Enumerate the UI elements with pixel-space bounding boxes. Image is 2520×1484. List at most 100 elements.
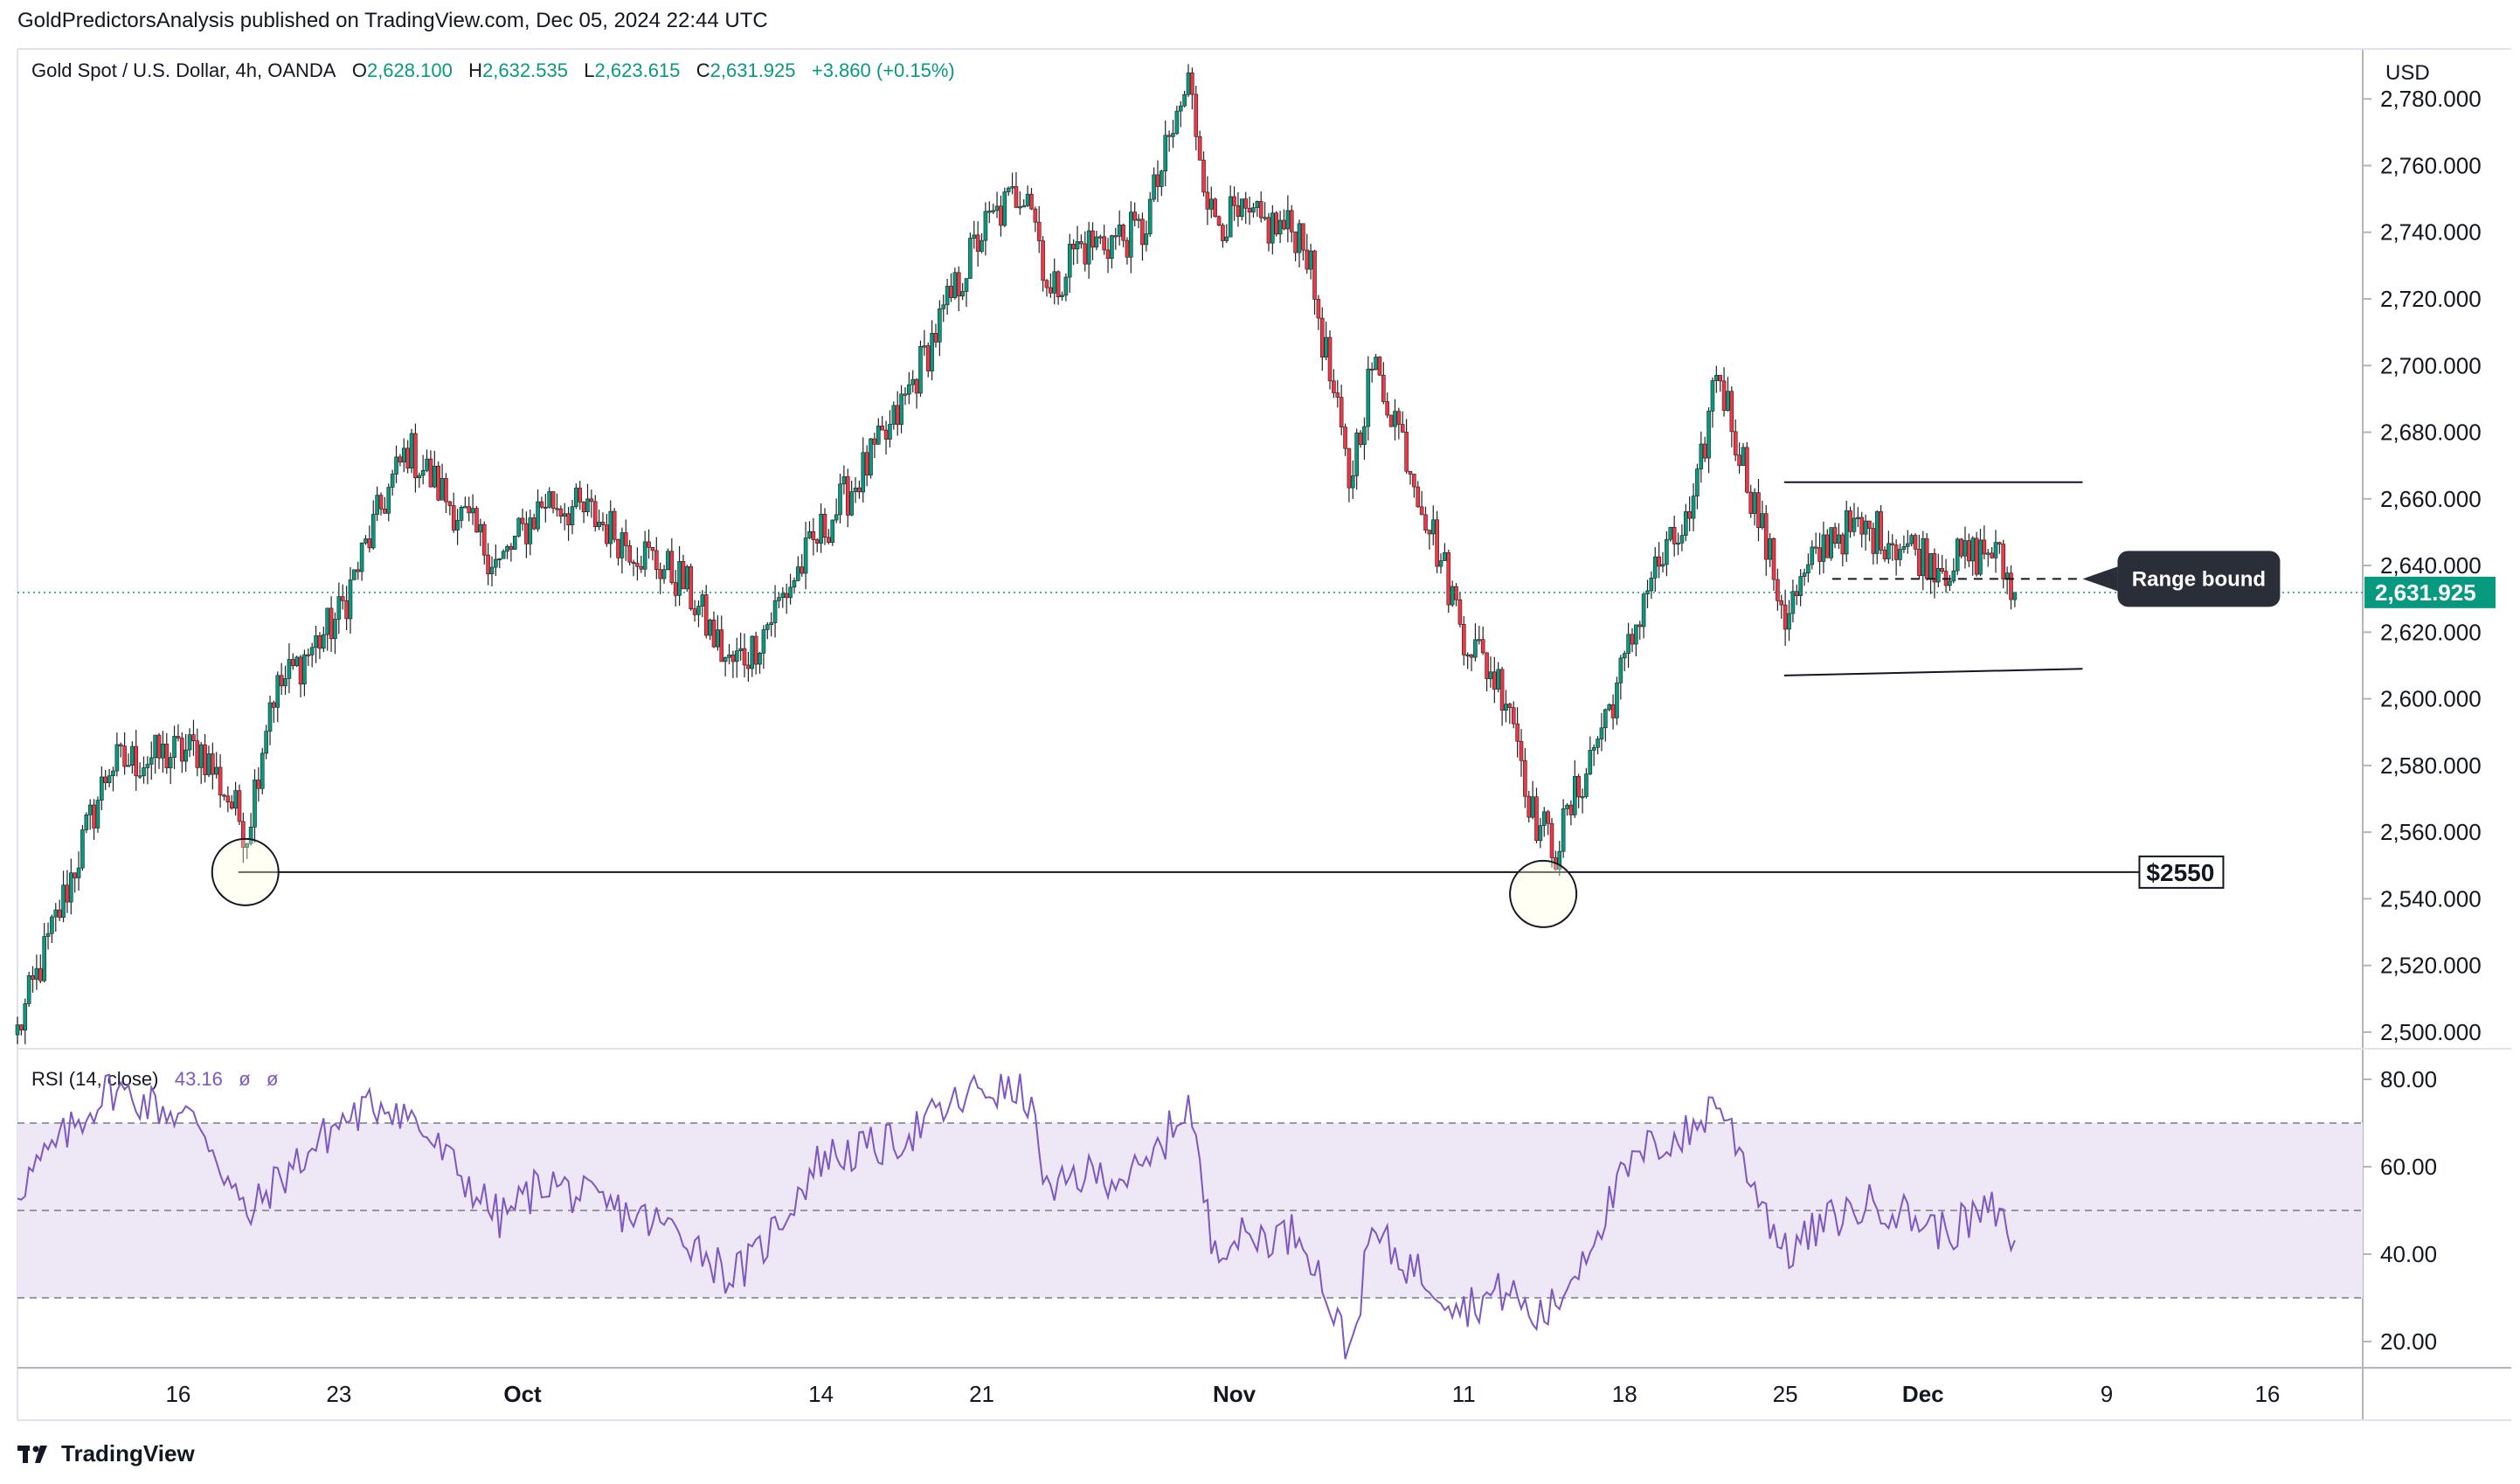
rsi-tick-label: 80.00 — [2380, 1066, 2437, 1092]
rsi-extra-1: ø — [239, 1068, 251, 1090]
candle — [61, 884, 66, 919]
candle — [1591, 746, 1596, 751]
candle — [1266, 217, 1271, 244]
candle — [861, 452, 866, 493]
candle — [1224, 236, 1229, 241]
candle — [15, 1024, 20, 1036]
candle — [1683, 511, 1688, 536]
candle — [1974, 537, 1979, 575]
candle — [1695, 468, 1700, 496]
candle — [405, 447, 410, 468]
price-tick-label: 2,760.000 — [2380, 152, 2482, 178]
candle — [1079, 241, 1083, 245]
candle — [149, 757, 154, 765]
candle — [1668, 526, 1673, 540]
candle — [447, 501, 453, 506]
candle — [1416, 486, 1421, 508]
time-tick-label: 21 — [969, 1381, 994, 1407]
candle — [827, 537, 831, 543]
candle — [275, 675, 280, 708]
candle — [161, 743, 165, 759]
candle — [555, 508, 559, 510]
candle — [53, 909, 59, 918]
candle — [1825, 534, 1830, 558]
candle — [164, 743, 170, 768]
candle — [383, 509, 387, 514]
candle — [1499, 669, 1505, 711]
rsi-legend: RSI (14, close) 43.16 ø ø — [31, 1068, 279, 1091]
callout-box — [2117, 551, 2281, 607]
candle — [1917, 549, 1921, 576]
candle — [1871, 528, 1876, 554]
candle — [1660, 564, 1665, 567]
rsi-tick-label: 60.00 — [2380, 1154, 2437, 1180]
candle — [390, 474, 395, 488]
candle — [23, 1003, 28, 1030]
candle — [1186, 73, 1191, 95]
candle — [1251, 207, 1256, 213]
candle — [849, 491, 854, 516]
price-tick-label: 2,620.000 — [2380, 619, 2482, 645]
candle — [287, 659, 292, 679]
candle — [172, 736, 177, 758]
candle — [352, 569, 357, 580]
candle — [1936, 568, 1941, 583]
candle — [2009, 572, 2013, 600]
candle — [964, 278, 969, 292]
time-tick-label: 25 — [1773, 1381, 1798, 1407]
candle — [401, 447, 406, 463]
time-tick-label: 9 — [2101, 1381, 2113, 1407]
candle — [222, 794, 226, 797]
candle — [1339, 397, 1344, 427]
currency-label[interactable]: USD — [2385, 61, 2430, 85]
candle — [589, 498, 594, 503]
candle — [1270, 212, 1275, 244]
candle — [1312, 250, 1317, 300]
open-label: O — [351, 59, 367, 81]
candle — [784, 593, 789, 599]
candle — [983, 211, 988, 241]
candle — [1852, 517, 1857, 532]
candle — [145, 764, 150, 768]
candle — [1293, 231, 1298, 253]
candle — [137, 775, 142, 778]
time-tick-label: 14 — [808, 1381, 834, 1407]
candle — [669, 551, 675, 583]
candle — [1354, 432, 1359, 476]
candle — [1541, 811, 1547, 826]
candle — [1136, 218, 1141, 221]
candle — [340, 596, 345, 601]
candle — [76, 867, 81, 878]
candle — [1396, 411, 1402, 425]
candle — [294, 656, 299, 667]
candle — [543, 506, 548, 510]
candle — [689, 565, 694, 609]
candle — [1859, 517, 1865, 535]
candle — [1687, 511, 1692, 519]
candle — [272, 702, 276, 708]
candle — [444, 478, 448, 503]
price-tick-label: 2,520.000 — [2380, 953, 2482, 979]
callout-pointer — [2082, 566, 2118, 592]
candle — [1527, 795, 1532, 818]
support-circle-1 — [211, 837, 280, 906]
candle — [895, 405, 900, 426]
candle — [1837, 534, 1841, 544]
candle — [1844, 510, 1849, 555]
candle — [317, 635, 322, 649]
candle — [1951, 570, 1956, 582]
candle — [1319, 317, 1325, 357]
candle — [539, 501, 544, 508]
rsi-band-fill — [17, 1123, 2363, 1298]
candle — [1810, 546, 1815, 565]
candle — [880, 426, 884, 431]
price-tick-label: 2,700.000 — [2380, 352, 2482, 378]
candle — [1255, 201, 1260, 208]
candle — [1829, 527, 1833, 558]
candle — [218, 766, 223, 795]
candle — [309, 647, 315, 655]
candle — [1963, 540, 1968, 557]
candle — [322, 634, 326, 649]
candle — [264, 731, 268, 754]
